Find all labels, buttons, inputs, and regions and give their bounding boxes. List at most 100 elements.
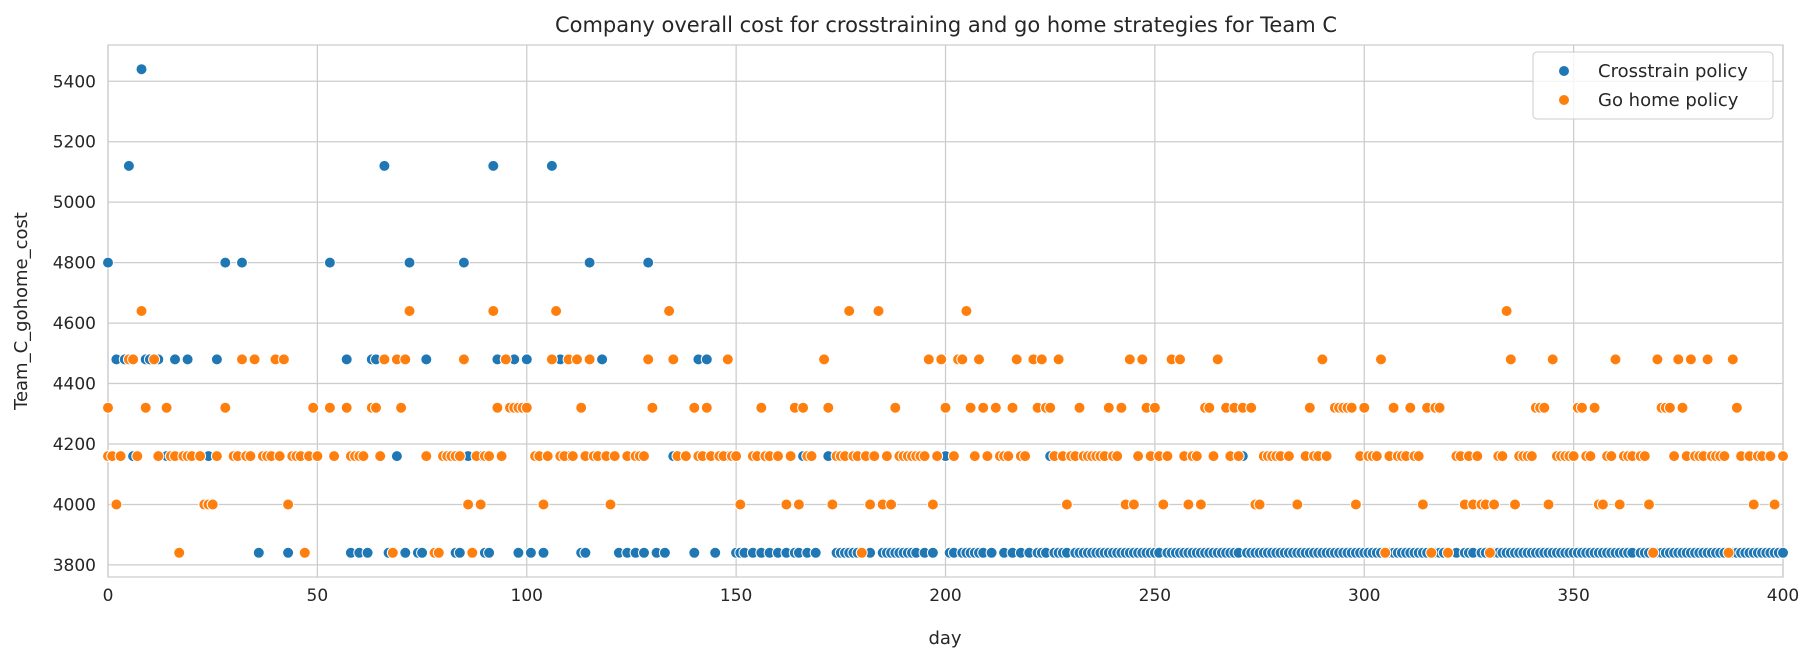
gohome-point <box>1613 498 1626 511</box>
gohome-point <box>537 498 550 511</box>
chart-title: Company overall cost for crosstraining a… <box>555 13 1337 37</box>
gohome-point <box>340 401 353 414</box>
gohome-point <box>1006 401 1019 414</box>
crosstrain-point <box>487 159 500 172</box>
gohome-point <box>1777 450 1789 463</box>
gohome-point <box>495 450 508 463</box>
gohome-point <box>210 450 223 463</box>
gohome-point <box>1668 450 1681 463</box>
gohome-point <box>1320 450 1333 463</box>
y-tick-label: 3800 <box>53 556 96 576</box>
crosstrain-point <box>340 353 353 366</box>
gohome-point <box>1194 498 1207 511</box>
gohome-point <box>1684 353 1697 366</box>
gohome-point <box>1483 546 1496 559</box>
crosstrain-point <box>512 546 525 559</box>
gohome-point <box>1500 305 1513 317</box>
gohome-point <box>298 546 311 559</box>
crosstrain-point <box>252 546 265 559</box>
gohome-point <box>855 546 868 559</box>
gohome-point <box>1567 450 1580 463</box>
gohome-point <box>1416 498 1429 511</box>
gohome-point <box>1136 353 1149 366</box>
y-tick-label: 4600 <box>53 314 96 334</box>
gohome-point <box>1471 450 1484 463</box>
crosstrain-point <box>545 159 558 172</box>
x-tick-label: 300 <box>1348 586 1380 606</box>
x-tick-label: 0 <box>103 586 114 606</box>
gohome-point <box>550 305 563 317</box>
gohome-point <box>160 401 173 414</box>
y-tick-label: 4000 <box>53 495 96 515</box>
gohome-point <box>328 450 341 463</box>
gohome-point <box>273 450 286 463</box>
y-tick-label: 4400 <box>53 375 96 395</box>
crosstrain-point <box>403 256 416 269</box>
x-tick-label: 200 <box>929 586 961 606</box>
gohome-point <box>989 401 1002 414</box>
gohome-point <box>1010 353 1023 366</box>
x-tick-label: 250 <box>1139 586 1171 606</box>
gohome-point <box>1546 353 1559 366</box>
x-tick-label: 50 <box>307 586 329 606</box>
gohome-point <box>541 450 554 463</box>
gohome-point <box>1404 401 1417 414</box>
crosstrain-point <box>688 546 701 559</box>
gohome-point <box>918 450 931 463</box>
crosstrain-point <box>122 159 135 172</box>
crosstrain-point <box>1777 546 1789 559</box>
gohome-point <box>1651 353 1664 366</box>
legend-label-crosstrain: Crosstrain policy <box>1598 61 1748 82</box>
gohome-point <box>1349 498 1362 511</box>
gohome-point <box>206 498 219 511</box>
crosstrain-point <box>399 546 412 559</box>
gohome-point <box>1161 450 1174 463</box>
gohome-point <box>1701 353 1714 366</box>
gohome-point <box>1111 450 1124 463</box>
gohome-point <box>818 353 831 366</box>
gohome-point <box>646 401 659 414</box>
legend-marker-crosstrain <box>1558 65 1570 77</box>
gohome-point <box>1722 546 1735 559</box>
gohome-point <box>1157 498 1170 511</box>
gohome-point <box>307 401 320 414</box>
gohome-point <box>843 305 856 317</box>
gohome-point <box>1605 450 1618 463</box>
gohome-point <box>730 450 743 463</box>
gohome-point <box>1291 498 1304 511</box>
gohome-point <box>236 353 248 366</box>
gohome-point <box>784 450 797 463</box>
gohome-point <box>755 401 768 414</box>
gohome-point <box>1316 353 1329 366</box>
legend-marker-gohome <box>1558 94 1570 106</box>
gohome-point <box>885 498 898 511</box>
gohome-point <box>1148 401 1161 414</box>
gohome-point <box>638 450 650 463</box>
gohome-point <box>1174 353 1186 366</box>
crosstrain-point <box>524 546 537 559</box>
gohome-point <box>734 498 747 511</box>
gohome-point <box>499 353 512 366</box>
gohome-point <box>1387 401 1400 414</box>
gohome-point <box>1584 450 1597 463</box>
gohome-point <box>575 401 588 414</box>
gohome-point <box>1127 498 1140 511</box>
gohome-point <box>1060 498 1073 511</box>
crosstrain-point <box>596 353 609 366</box>
crosstrain-point <box>658 546 671 559</box>
crosstrain-point <box>709 546 722 559</box>
gohome-point <box>1203 401 1216 414</box>
crosstrain-point <box>416 546 429 559</box>
gohome-point <box>772 450 784 463</box>
gohome-point <box>1425 546 1438 559</box>
gohome-point <box>378 353 391 366</box>
gohome-point <box>1044 401 1057 414</box>
gohome-point <box>148 353 161 366</box>
gohome-point <box>127 353 140 366</box>
gohome-point <box>1488 498 1501 511</box>
gohome-point <box>1211 353 1224 366</box>
crosstrain-point <box>638 546 650 559</box>
gohome-point <box>1073 401 1086 414</box>
y-tick-label: 4800 <box>53 254 96 274</box>
